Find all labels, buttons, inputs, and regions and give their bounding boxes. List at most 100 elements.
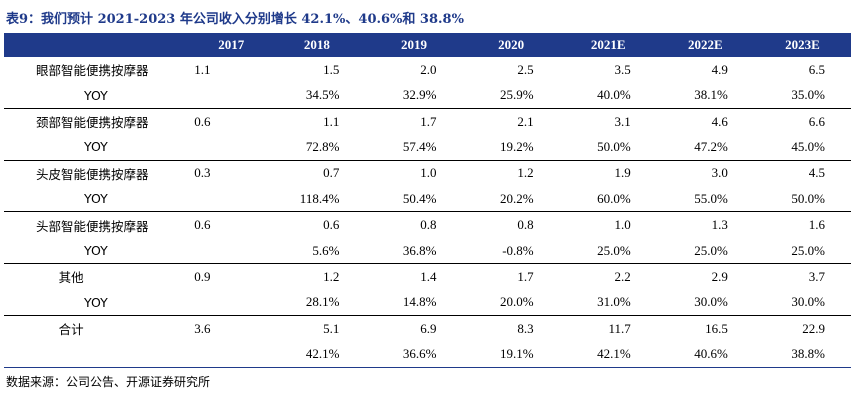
table-row: 其他 0.9 1.2 1.4 1.7 2.2 2.9 3.7: [4, 264, 851, 290]
value-cell: 1.4: [420, 268, 437, 284]
value-cell: 2.5: [517, 61, 534, 77]
value-cell: 25.0%: [559, 237, 657, 265]
value-cell: 5.6%: [268, 237, 366, 265]
header-cell-2019: 2019: [365, 33, 463, 57]
value-cell: 19.2%: [462, 134, 560, 161]
value-cell: 1.1: [194, 61, 211, 77]
value-cell: 20.0%: [462, 289, 560, 316]
value-cell: 2.1: [517, 113, 534, 129]
row-label: YOY: [4, 289, 195, 316]
value-cell: [194, 237, 269, 265]
row-label: 其他: [58, 270, 84, 286]
header-cell-2020: 2020: [462, 33, 560, 57]
value-cell: 45.0%: [753, 134, 851, 161]
value-cell: [194, 82, 269, 109]
row-label: YOY: [4, 82, 195, 109]
row-label: [4, 341, 195, 368]
row-label: YOY: [4, 134, 195, 161]
value-cell: 38.8%: [753, 341, 851, 368]
value-cell: 118.4%: [268, 186, 366, 213]
value-cell: 60.0%: [559, 186, 657, 213]
value-cell: 1.7: [517, 268, 534, 284]
value-cell: 28.1%: [268, 289, 366, 316]
value-cell: 30.0%: [656, 289, 754, 316]
table-row: 合计 3.6 5.1 6.9 8.3 11.7 16.5 22.9: [4, 315, 851, 341]
value-cell: 3.5: [614, 61, 631, 77]
value-cell: 1.0: [420, 165, 437, 181]
row-label: 头部智能便携按摩器: [36, 218, 149, 234]
value-cell: 3.0: [711, 165, 728, 181]
value-cell: 6.5: [808, 61, 825, 77]
value-cell: 30.0%: [753, 289, 851, 316]
value-cell: 4.9: [711, 61, 728, 77]
value-cell: 1.9: [614, 165, 631, 181]
value-cell: 1.2: [323, 268, 340, 284]
value-cell: 0.7: [323, 165, 340, 181]
row-label: YOY: [4, 186, 195, 213]
table-row: YOY 34.5% 32.9% 25.9% 40.0% 38.1% 35.0%: [4, 82, 851, 109]
value-cell: 1.0: [614, 217, 631, 233]
table-title: 表9：我们预计 2021-2023 年公司收入分别增长 42.1%、40.6%和…: [6, 12, 464, 27]
row-label: 眼部智能便携按摩器: [36, 63, 149, 79]
value-cell: 1.5: [323, 61, 340, 77]
row-label: 头皮智能便携按摩器: [36, 166, 149, 182]
value-cell: 42.1%: [559, 341, 657, 368]
value-cell: -0.8%: [462, 237, 560, 265]
value-cell: 4.6: [711, 113, 728, 129]
value-cell: 6.9: [420, 320, 437, 336]
value-cell: 4.5: [808, 165, 825, 181]
table-row: 颈部智能便携按摩器 0.6 1.1 1.7 2.1 3.1 4.6 6.6: [4, 108, 851, 134]
header-cell-2023e: 2023E: [753, 33, 851, 57]
table-row: YOY 28.1% 14.8% 20.0% 31.0% 30.0% 30.0%: [4, 289, 851, 316]
value-cell: 22.9: [802, 320, 825, 336]
value-cell: 50.0%: [753, 186, 851, 213]
value-cell: 1.2: [517, 165, 534, 181]
header-cell-label: [4, 33, 195, 57]
header-cell-2021e: 2021E: [559, 33, 657, 57]
header-cell-2022e: 2022E: [656, 33, 754, 57]
value-cell: 2.9: [711, 268, 728, 284]
value-cell: 6.6: [808, 113, 825, 129]
value-cell: 40.0%: [559, 82, 657, 109]
table-row: 头部智能便携按摩器 0.6 0.6 0.8 0.8 1.0 1.3 1.6: [4, 212, 851, 238]
value-cell: 25.0%: [656, 237, 754, 265]
value-cell: 35.0%: [753, 82, 851, 109]
value-cell: 1.3: [711, 217, 728, 233]
value-cell: 40.6%: [656, 341, 754, 368]
value-cell: 1.1: [323, 113, 340, 129]
value-cell: 3.6: [194, 320, 211, 336]
value-cell: 32.9%: [365, 82, 463, 109]
value-cell: 0.6: [194, 113, 211, 129]
value-cell: 25.9%: [462, 82, 560, 109]
value-cell: 0.9: [194, 268, 211, 284]
table-row: YOY 5.6% 36.8% -0.8% 25.0% 25.0% 25.0%: [4, 237, 851, 265]
value-cell: 2.2: [614, 268, 631, 284]
table-row: YOY 72.8% 57.4% 19.2% 50.0% 47.2% 45.0%: [4, 134, 851, 161]
value-cell: 1.7: [420, 113, 437, 129]
source-note: 数据来源：公司公告、开源证券研究所: [6, 375, 211, 389]
value-cell: 55.0%: [656, 186, 754, 213]
header-row: 2017 2018 2019 2020 2021E 2022E 2023E: [4, 33, 851, 57]
value-cell: 5.1: [323, 320, 340, 336]
value-cell: 0.6: [323, 217, 340, 233]
value-cell: 50.4%: [365, 186, 463, 213]
value-cell: 38.1%: [656, 82, 754, 109]
value-cell: 25.0%: [753, 237, 851, 265]
value-cell: [194, 341, 269, 368]
value-cell: 57.4%: [365, 134, 463, 161]
table-row: 42.1% 36.6% 19.1% 42.1% 40.6% 38.8%: [4, 341, 851, 368]
value-cell: 8.3: [517, 320, 534, 336]
value-cell: 2.0: [420, 61, 437, 77]
value-cell: 36.6%: [365, 341, 463, 368]
value-cell: [194, 289, 269, 316]
value-cell: 14.8%: [365, 289, 463, 316]
value-cell: 20.2%: [462, 186, 560, 213]
value-cell: 1.6: [808, 217, 825, 233]
value-cell: 0.8: [420, 217, 437, 233]
row-label: 合计: [58, 322, 84, 338]
header-cell-2017: 2017: [194, 33, 269, 57]
table-row: YOY 118.4% 50.4% 20.2% 60.0% 55.0% 50.0%: [4, 186, 851, 213]
row-label: 颈部智能便携按摩器: [36, 115, 149, 131]
value-cell: 34.5%: [268, 82, 366, 109]
value-cell: 31.0%: [559, 289, 657, 316]
